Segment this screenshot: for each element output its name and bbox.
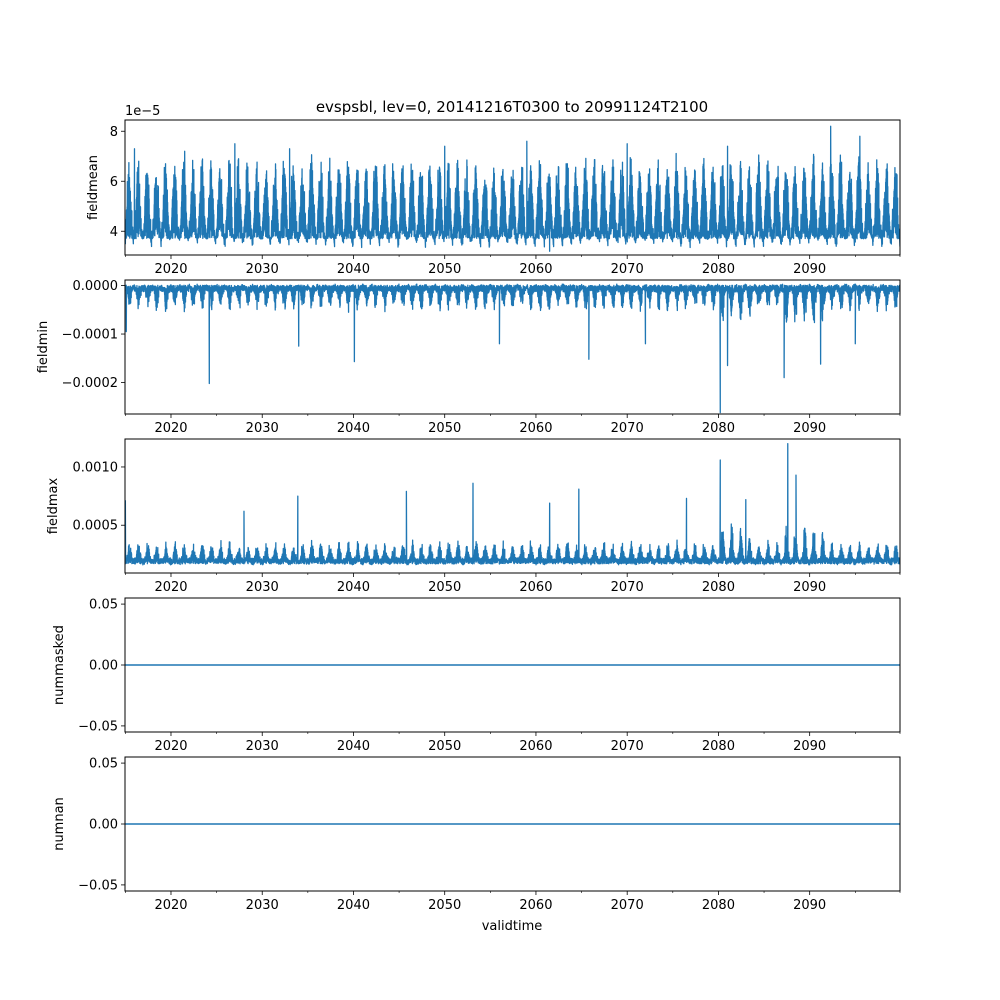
x-tick-label: 2050 bbox=[428, 739, 461, 754]
x-tick-label: 2050 bbox=[428, 421, 461, 436]
y-tick-label: −0.0002 bbox=[62, 376, 118, 391]
x-tick-label: 2050 bbox=[428, 898, 461, 913]
y-tick-label: 4 bbox=[110, 225, 118, 240]
x-tick-label: 2060 bbox=[519, 739, 552, 754]
y-tick-label: −0.0001 bbox=[62, 328, 118, 343]
y-tick-label: 0.05 bbox=[89, 757, 118, 772]
x-tick-label: 2030 bbox=[246, 739, 279, 754]
offset-text: 1e−5 bbox=[125, 104, 160, 119]
y-tick-label: 0.00 bbox=[89, 659, 118, 674]
y-tick-label: 0.00 bbox=[89, 818, 118, 833]
x-tick-label: 2070 bbox=[611, 262, 644, 277]
x-tick-label: 2060 bbox=[519, 898, 552, 913]
x-tick-label: 2090 bbox=[793, 580, 826, 595]
x-tick-label: 2040 bbox=[337, 739, 370, 754]
y-axis-label: fieldmax bbox=[46, 478, 61, 535]
figure-title: evspsbl, lev=0, 20141216T0300 to 2099112… bbox=[316, 98, 708, 116]
x-tick-label: 2080 bbox=[702, 580, 735, 595]
y-tick-label: 0.05 bbox=[89, 598, 118, 613]
x-tick-label: 2030 bbox=[246, 580, 279, 595]
x-tick-label: 2040 bbox=[337, 262, 370, 277]
x-tick-label: 2020 bbox=[154, 421, 187, 436]
x-tick-label: 2060 bbox=[519, 262, 552, 277]
x-tick-label: 2070 bbox=[611, 421, 644, 436]
x-tick-label: 2090 bbox=[793, 421, 826, 436]
x-tick-label: 2060 bbox=[519, 421, 552, 436]
x-tick-label: 2080 bbox=[702, 262, 735, 277]
x-tick-label: 2060 bbox=[519, 580, 552, 595]
y-axis-label: fieldmean bbox=[86, 155, 101, 220]
x-tick-label: 2030 bbox=[246, 262, 279, 277]
x-tick-label: 2070 bbox=[611, 580, 644, 595]
x-tick-label: 2020 bbox=[154, 739, 187, 754]
x-tick-label: 2030 bbox=[246, 421, 279, 436]
x-tick-label: 2090 bbox=[793, 898, 826, 913]
x-axis-label: validtime bbox=[482, 919, 543, 934]
x-tick-label: 2080 bbox=[702, 421, 735, 436]
x-tick-label: 2090 bbox=[793, 739, 826, 754]
x-tick-label: 2080 bbox=[702, 898, 735, 913]
y-tick-label: 0.0010 bbox=[73, 460, 119, 475]
x-tick-label: 2050 bbox=[428, 262, 461, 277]
y-axis-label: numnan bbox=[52, 797, 67, 851]
y-tick-label: 8 bbox=[110, 125, 118, 140]
x-tick-label: 2080 bbox=[702, 739, 735, 754]
x-tick-label: 2090 bbox=[793, 262, 826, 277]
x-tick-label: 2030 bbox=[246, 898, 279, 913]
x-tick-label: 2040 bbox=[337, 421, 370, 436]
y-tick-label: 0.0000 bbox=[73, 279, 119, 294]
x-tick-label: 2020 bbox=[154, 262, 187, 277]
y-tick-label: −0.05 bbox=[78, 719, 118, 734]
x-tick-label: 2070 bbox=[611, 739, 644, 754]
x-tick-label: 2040 bbox=[337, 580, 370, 595]
x-tick-label: 2070 bbox=[611, 898, 644, 913]
x-tick-label: 2050 bbox=[428, 580, 461, 595]
y-tick-label: 0.0005 bbox=[73, 519, 119, 534]
y-axis-label: fieldmin bbox=[36, 321, 51, 374]
x-tick-label: 2020 bbox=[154, 898, 187, 913]
y-tick-label: 6 bbox=[110, 175, 118, 190]
x-tick-label: 2040 bbox=[337, 898, 370, 913]
y-axis-label: nummasked bbox=[52, 625, 67, 705]
x-tick-label: 2020 bbox=[154, 580, 187, 595]
y-tick-label: −0.05 bbox=[78, 878, 118, 893]
